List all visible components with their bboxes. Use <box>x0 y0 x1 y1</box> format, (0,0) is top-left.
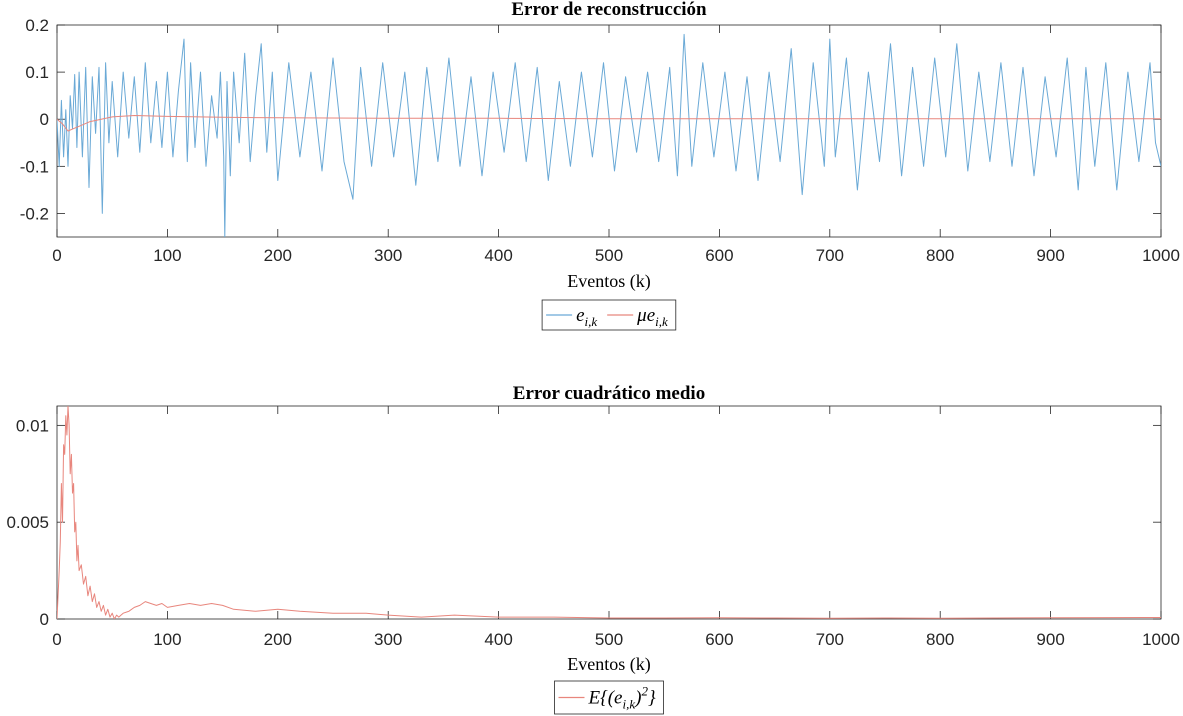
legend-label-sub: i,k <box>622 697 635 712</box>
y-tick-label: 0.01 <box>16 416 49 435</box>
legend-label: E{(ei,k)2} <box>588 684 656 712</box>
y-tick-label: 0 <box>40 110 49 129</box>
x-tick-label: 600 <box>705 246 733 265</box>
x-tick-label: 200 <box>264 246 292 265</box>
legend-label-tail: ) <box>634 688 641 709</box>
legend-label-sup: 2 <box>641 684 648 699</box>
series-line-1 <box>57 406 1161 619</box>
chart-title: Error de reconstrucción <box>511 0 707 20</box>
x-axis-label: Eventos (k) <box>567 271 650 292</box>
x-tick-label: 800 <box>926 630 954 649</box>
x-tick-label: 0 <box>52 246 61 265</box>
y-tick-label: -0.2 <box>20 204 49 223</box>
legend-label-sub: i,k <box>655 314 668 329</box>
legend-label-main: E{(e <box>588 688 623 709</box>
legend-label: ei,k <box>576 305 597 329</box>
x-tick-label: 200 <box>264 630 292 649</box>
series-lines <box>57 33 1161 237</box>
x-tick-label: 500 <box>595 630 623 649</box>
x-tick-label: 1000 <box>1142 630 1180 649</box>
x-tick-label: 700 <box>816 630 844 649</box>
legend: E{(ei,k)2} <box>554 680 664 715</box>
series-lines <box>57 406 1161 619</box>
y-tick-label: 0.2 <box>25 16 49 35</box>
legend-item-1: ei,k <box>546 305 597 329</box>
y-tick-label: 0.1 <box>25 63 49 82</box>
series-line-1 <box>57 33 1161 237</box>
legend-label-main: μe <box>636 305 655 326</box>
x-tick-label: 500 <box>595 246 623 265</box>
legend-label-sub: i,k <box>585 314 598 329</box>
reconstruction-error-axes: 0 100 200 300 400 500 600 700 800 900 1000 0.2 0.1 0 -… <box>20 0 1180 331</box>
mse-axes: 0 100 200 300 400 500 600 700 800 900 1000 0.01 0.00… <box>6 383 1180 715</box>
x-axis-label: Eventos (k) <box>567 654 650 675</box>
plot-area <box>56 24 1162 238</box>
legend-label-end: } <box>648 688 656 709</box>
legend-label: μei,k <box>636 305 668 329</box>
x-tick-label: 300 <box>374 246 402 265</box>
x-tick-label: 400 <box>484 246 512 265</box>
x-tick-label: 100 <box>153 630 181 649</box>
plot-area <box>56 405 1162 620</box>
x-tick-label: 900 <box>1036 246 1064 265</box>
x-tick-label: 0 <box>52 630 61 649</box>
chart-title: Error cuadrático medio <box>513 383 705 404</box>
x-tick-label: 900 <box>1036 630 1064 649</box>
x-tick-label: 300 <box>374 630 402 649</box>
x-tick-label: 800 <box>926 246 954 265</box>
legend-item-2: μei,k <box>607 305 668 329</box>
y-tick-label: 0 <box>40 610 49 629</box>
y-tick-label: 0.005 <box>6 513 49 532</box>
x-tick-label: 1000 <box>1142 246 1180 265</box>
x-tick-label: 600 <box>705 630 733 649</box>
x-tick-label: 700 <box>816 246 844 265</box>
series-line-2 <box>57 115 1161 132</box>
x-tick-label: 100 <box>153 246 181 265</box>
y-tick-label: -0.1 <box>20 157 49 176</box>
legend: ei,k μei,k <box>541 299 677 331</box>
legend-item-1: E{(ei,k)2} <box>558 684 656 712</box>
x-tick-label: 400 <box>484 630 512 649</box>
legend-label-main: e <box>576 305 584 326</box>
